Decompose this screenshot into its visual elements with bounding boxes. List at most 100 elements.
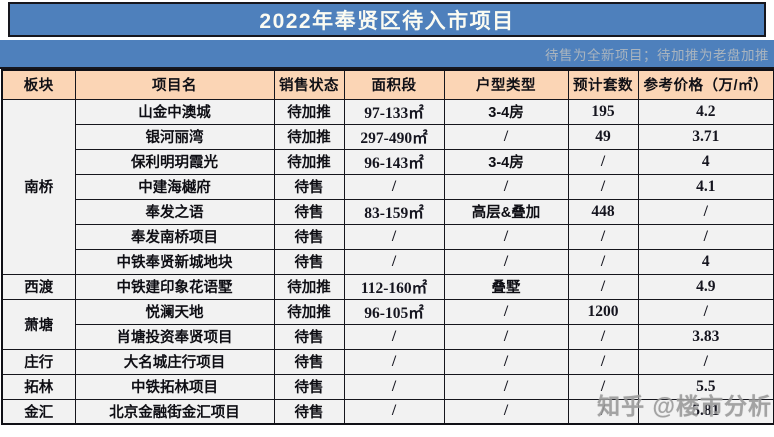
price-cell: / (637, 198, 774, 225)
units-cell: / (567, 398, 639, 425)
area-cell: / (343, 398, 445, 425)
area-cell: / (343, 223, 445, 250)
project-name-cell: 银河丽湾 (74, 123, 275, 150)
type-cell: / (443, 373, 569, 400)
project-name-cell: 中铁奉贤新城地块 (74, 248, 275, 275)
status-cell: 待加推 (273, 98, 345, 125)
project-name-cell: 大名城庄行项目 (74, 348, 275, 375)
district-cell: 南桥 (1, 98, 76, 275)
type-cell: / (443, 248, 569, 275)
district-cell: 庄行 (1, 348, 76, 375)
type-cell: / (443, 123, 569, 150)
units-cell: / (567, 348, 639, 375)
price-cell: / (637, 348, 774, 375)
units-cell: 195 (567, 98, 639, 125)
status-cell: 待售 (273, 323, 345, 350)
price-cell: 4 (637, 248, 774, 275)
table-row: 西渡 中铁建印象花语墅 待加推 112-160㎡ 叠墅 / 4.9 (1, 273, 774, 300)
type-cell: 3-4房 (443, 148, 569, 175)
price-cell: 4.2 (637, 98, 774, 125)
table-row: 中建海樾府 待售 / / / 4.1 (2, 173, 774, 200)
type-cell: / (443, 348, 569, 375)
project-name-cell: 中铁建印象花语墅 (74, 273, 275, 300)
price-cell: / (637, 298, 774, 325)
status-cell: 待加推 (273, 148, 345, 175)
district-cell: 拓林 (1, 373, 76, 400)
area-cell: / (343, 348, 445, 375)
status-cell: 待售 (273, 198, 345, 225)
col-header-status: 销售状态 (273, 69, 345, 100)
units-cell: / (567, 248, 639, 275)
col-header-project: 项目名 (74, 69, 275, 100)
price-cell: 5.81 (637, 398, 774, 425)
status-cell: 待加推 (273, 273, 345, 300)
zhihu-watermark: 知乎 @楼市分析 (597, 393, 772, 419)
col-header-area: 面积段 (343, 69, 445, 100)
col-header-units: 预计套数 (567, 69, 639, 100)
table-row: 中铁奉贤新城地块 待售 / / / 4 (2, 248, 774, 275)
district-cell: 西渡 (1, 273, 76, 300)
price-cell: 4.1 (637, 173, 774, 200)
status-cell: 待加推 (273, 123, 345, 150)
project-name-cell: 奉发之语 (74, 198, 275, 225)
units-cell: / (567, 373, 639, 400)
price-cell: 4.9 (637, 273, 774, 300)
table-row: 南桥 山金中澳城 待加推 97-133㎡ 3-4房 195 4.2 (1, 98, 774, 275)
status-cell: 待加推 (273, 298, 345, 325)
area-cell: 96-143㎡ (343, 148, 445, 175)
col-header-district: 板块 (1, 69, 76, 100)
status-cell: 待售 (273, 173, 345, 200)
projects-table: 板块 项目名 销售状态 面积段 户型类型 预计套数 参考价格（万/㎡） 南桥 山… (1, 69, 774, 425)
units-cell: / (567, 148, 639, 175)
units-cell: 49 (567, 123, 639, 150)
table-row: 保利明玥霞光 待加推 96-143㎡ 3-4房 / 4 (2, 148, 774, 175)
price-cell: 3.71 (637, 123, 774, 150)
units-cell: 1200 (567, 298, 639, 325)
units-cell: / (567, 173, 639, 200)
type-cell: / (443, 173, 569, 200)
area-cell: 112-160㎡ (343, 273, 445, 300)
note-bar: 待售为全新项目；待加推为老盘加推 (0, 40, 774, 69)
status-cell: 待售 (273, 348, 345, 375)
table-row: 肖塘投资奉贤项目 待售 / / / 3.83 (2, 323, 774, 350)
status-cell: 待售 (273, 248, 345, 275)
project-name-cell: 肖塘投资奉贤项目 (74, 323, 275, 350)
area-cell: / (343, 373, 445, 400)
price-cell: 5.5 (637, 373, 774, 400)
header-row: 板块 项目名 销售状态 面积段 户型类型 预计套数 参考价格（万/㎡） (1, 69, 774, 100)
area-cell: / (343, 323, 445, 350)
table-row: 庄行 大名城庄行项目 待售 / / / / (1, 348, 774, 375)
project-name-cell: 山金中澳城 (74, 98, 275, 125)
status-cell: 待售 (273, 223, 345, 250)
type-cell: 高层&叠加 (443, 198, 569, 225)
area-cell: / (343, 248, 445, 275)
area-cell: / (343, 173, 445, 200)
units-cell: 448 (567, 198, 639, 225)
project-name-cell: 中建海樾府 (74, 173, 275, 200)
project-name-cell: 保利明玥霞光 (74, 148, 275, 175)
type-cell: / (443, 323, 569, 350)
table-row: 萧塘 悦澜天地 待加推 96-105㎡ / 1200 / (1, 298, 774, 350)
legend-note: 待售为全新项目；待加推为老盘加推 (545, 47, 769, 63)
table-row: 金汇 北京金融街金汇项目 待售 / / / 5.81 (1, 398, 774, 425)
price-cell: 4 (637, 148, 774, 175)
units-cell: / (567, 273, 639, 300)
table-row: 奉发南桥项目 待售 / / / / (2, 223, 774, 250)
table-row: 银河丽湾 待加推 297-490㎡ / 49 3.71 (2, 123, 774, 150)
type-cell: 叠墅 (443, 273, 569, 300)
page-title: 2022年奉贤区待入市项目 (259, 9, 515, 33)
area-cell: 96-105㎡ (343, 298, 445, 325)
title-bar: 2022年奉贤区待入市项目 (8, 2, 766, 37)
type-cell: / (443, 298, 569, 325)
price-cell: / (637, 223, 774, 250)
type-cell: 3-4房 (443, 98, 569, 125)
type-cell: / (443, 398, 569, 425)
type-cell: / (443, 223, 569, 250)
project-name-cell: 北京金融街金汇项目 (74, 398, 275, 425)
project-name-cell: 悦澜天地 (74, 298, 275, 325)
table-row: 奉发之语 待售 83-159㎡ 高层&叠加 448 / (2, 198, 774, 225)
area-cell: 297-490㎡ (343, 123, 445, 150)
status-cell: 待售 (273, 373, 345, 400)
area-cell: 97-133㎡ (343, 98, 445, 125)
